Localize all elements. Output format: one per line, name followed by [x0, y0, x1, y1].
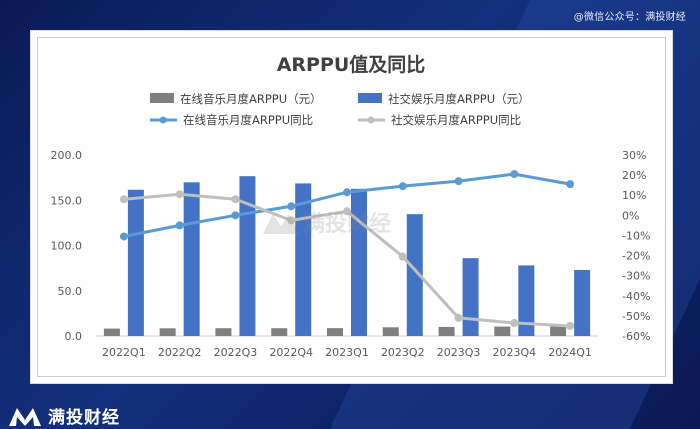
y-left-tick-label: 100.0: [51, 240, 83, 253]
y-right-tick-label: -40%: [622, 290, 650, 303]
brand-footer: 满投财经: [8, 403, 120, 428]
y-right-tick-label: 10%: [622, 189, 646, 202]
bar-social-arppu: [183, 182, 200, 336]
bar-music-arppu: [103, 328, 120, 336]
point-social-yoy: [454, 313, 463, 322]
point-social-yoy: [119, 195, 128, 204]
y-left-tick-label: 200.0: [51, 149, 83, 162]
chart-card: ARPPU值及同比 在线音乐月度ARPPU（元） 社交娱乐月度ARPPU（元） …: [30, 30, 673, 384]
x-tick-label: 2022Q1: [102, 346, 146, 359]
x-tick-label: 2022Q3: [214, 346, 258, 359]
x-tick-label: 2023Q2: [381, 346, 425, 359]
bar-music-arppu: [159, 328, 176, 336]
y-left-tick-label: 0.0: [65, 330, 83, 343]
point-social-yoy: [398, 252, 407, 261]
bar-social-arppu: [462, 258, 479, 336]
y-right-tick-label: 30%: [622, 149, 646, 162]
y-right-tick-label: 0%: [622, 209, 639, 222]
bar-music-arppu: [382, 327, 399, 336]
legend-marker-music-line: [159, 116, 167, 124]
point-social-yoy: [287, 216, 296, 225]
bar-music-arppu: [494, 326, 511, 336]
point-music-yoy: [231, 211, 240, 220]
legend-marker-social-line: [367, 116, 375, 124]
legend-swatch-music-bar: [150, 93, 174, 103]
bar-music-arppu: [271, 328, 288, 336]
point-social-yoy: [175, 190, 184, 199]
point-music-yoy: [119, 232, 128, 241]
brand-logo-icon: [9, 407, 41, 426]
bar-social-arppu: [574, 269, 591, 336]
top-watermark: @微信公众号：满投财经: [573, 12, 686, 23]
bar-music-arppu: [438, 326, 455, 336]
point-social-yoy: [343, 207, 351, 216]
y-right-tick-label: -20%: [622, 250, 650, 263]
y-right-tick-label: -50%: [622, 310, 650, 323]
plot-area: 0.0 50.0 100.0 150.0 200.0 30% 20% 10% 0% -10% -20…: [51, 149, 651, 359]
point-social-yoy: [510, 318, 519, 327]
x-tick-label: 2023Q4: [493, 346, 537, 359]
chart-watermark-logo: [263, 214, 299, 234]
chart-watermark-text: 满投财经: [303, 211, 391, 237]
point-music-yoy: [175, 221, 184, 230]
y-right-tick-label: -10%: [622, 229, 650, 242]
legend-label-music-line: 在线音乐月度ARPPU同比: [183, 113, 313, 127]
point-social-yoy: [231, 195, 240, 204]
brand-name: 满投财经: [48, 408, 120, 428]
bar-social-arppu: [239, 176, 256, 336]
y-right-tick-label: -60%: [622, 330, 650, 343]
x-tick-label: 2023Q3: [437, 346, 481, 359]
x-tick-label: 2022Q2: [158, 346, 202, 359]
bar-social-arppu: [351, 188, 367, 336]
y-right-tick-label: 20%: [622, 169, 646, 182]
chart-title: ARPPU值及同比: [277, 53, 426, 76]
x-tick-label: 2024Q1: [548, 346, 592, 359]
bar-music-arppu: [215, 328, 232, 336]
point-music-yoy: [287, 202, 296, 211]
bar-social-arppu: [127, 189, 144, 336]
bar-social-arppu: [406, 214, 423, 336]
x-tick-label: 2022Q4: [269, 346, 313, 359]
chart-watermark: 满投财经: [263, 211, 391, 237]
point-music-yoy: [398, 182, 407, 191]
legend-label-social-bar: 社交娱乐月度ARPPU（元）: [388, 92, 530, 106]
arppu-chart: ARPPU值及同比 在线音乐月度ARPPU（元） 社交娱乐月度ARPPU（元） …: [51, 53, 651, 359]
legend-label-social-line: 社交娱乐月度ARPPU同比: [391, 113, 521, 127]
point-music-yoy: [454, 177, 463, 186]
y-left-tick-label: 50.0: [58, 285, 83, 298]
x-tick-label: 2023Q1: [325, 346, 369, 359]
bar-music-arppu: [327, 328, 343, 336]
legend: 在线音乐月度ARPPU（元） 社交娱乐月度ARPPU（元） 在线音乐月度ARPP…: [150, 92, 530, 127]
chart-frame: [37, 37, 666, 377]
bar-music-arppu: [550, 326, 567, 336]
point-music-yoy: [510, 170, 519, 179]
legend-label-music-bar: 在线音乐月度ARPPU（元）: [180, 92, 322, 106]
point-music-yoy: [343, 188, 351, 197]
y-right-tick-label: -30%: [622, 270, 650, 283]
y-left-tick-label: 150.0: [51, 194, 83, 207]
legend-swatch-social-bar: [358, 93, 382, 103]
bar-social-arppu: [295, 183, 312, 336]
point-music-yoy: [566, 180, 575, 189]
bar-social-arppu: [518, 265, 535, 336]
point-social-yoy: [566, 321, 575, 330]
